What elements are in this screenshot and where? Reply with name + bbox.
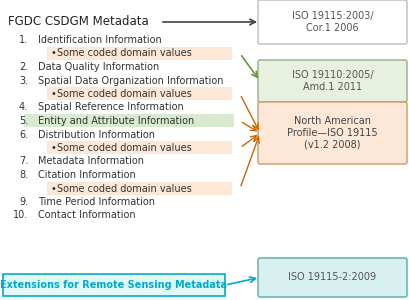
Text: 7.: 7.: [19, 157, 28, 166]
Text: Metadata Information: Metadata Information: [38, 157, 144, 166]
Text: Identification Information: Identification Information: [38, 35, 162, 45]
Text: ISO 19115:2003/
Cor.1 2006: ISO 19115:2003/ Cor.1 2006: [292, 11, 373, 33]
Text: Extensions for Remote Sensing Metadata: Extensions for Remote Sensing Metadata: [0, 280, 227, 290]
FancyBboxPatch shape: [258, 0, 407, 44]
Text: 6.: 6.: [19, 130, 28, 140]
Text: Some coded domain values: Some coded domain values: [57, 143, 192, 153]
Text: 5.: 5.: [19, 116, 28, 126]
FancyBboxPatch shape: [258, 258, 407, 297]
Text: Spatial Data Organization Information: Spatial Data Organization Information: [38, 76, 223, 85]
Text: Time Period Information: Time Period Information: [38, 197, 155, 207]
Text: 10.: 10.: [13, 211, 28, 220]
Text: ISO 19115-2:2009: ISO 19115-2:2009: [288, 272, 377, 283]
Text: 2.: 2.: [19, 62, 28, 72]
Text: Some coded domain values: Some coded domain values: [57, 184, 192, 194]
FancyBboxPatch shape: [47, 141, 232, 154]
Text: •: •: [50, 184, 56, 194]
Text: ISO 19110:2005/
Amd.1 2011: ISO 19110:2005/ Amd.1 2011: [292, 70, 373, 92]
Text: North American
Profile—ISO 19115
(v1.2 2008): North American Profile—ISO 19115 (v1.2 2…: [287, 116, 378, 150]
FancyBboxPatch shape: [258, 60, 407, 102]
FancyBboxPatch shape: [47, 87, 232, 100]
Text: Data Quality Information: Data Quality Information: [38, 62, 159, 72]
FancyBboxPatch shape: [47, 46, 232, 59]
Text: •: •: [50, 143, 56, 153]
Text: Contact Information: Contact Information: [38, 211, 136, 220]
Text: Distribution Information: Distribution Information: [38, 130, 155, 140]
Text: Some coded domain values: Some coded domain values: [57, 89, 192, 99]
Text: 9.: 9.: [19, 197, 28, 207]
Text: 4.: 4.: [19, 103, 28, 112]
Text: Some coded domain values: Some coded domain values: [57, 49, 192, 58]
Text: •: •: [50, 89, 56, 99]
Text: FGDC CSDGM Metadata: FGDC CSDGM Metadata: [8, 15, 149, 28]
Text: Entity and Attribute Information: Entity and Attribute Information: [38, 116, 194, 126]
Text: 3.: 3.: [19, 76, 28, 85]
FancyBboxPatch shape: [24, 114, 234, 127]
Text: Spatial Reference Information: Spatial Reference Information: [38, 103, 184, 112]
Text: •: •: [50, 49, 56, 58]
Text: Citation Information: Citation Information: [38, 170, 136, 180]
Text: 8.: 8.: [19, 170, 28, 180]
FancyBboxPatch shape: [3, 274, 225, 296]
Text: 1.: 1.: [19, 35, 28, 45]
FancyBboxPatch shape: [47, 182, 232, 194]
FancyBboxPatch shape: [258, 102, 407, 164]
